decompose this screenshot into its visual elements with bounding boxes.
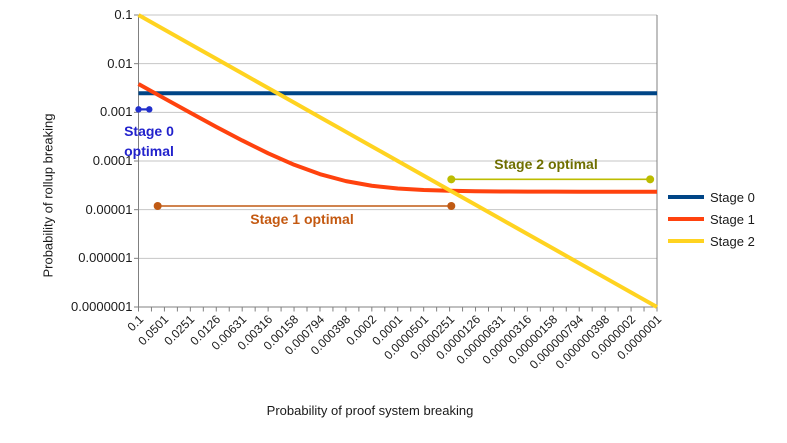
legend-item-stage1: Stage 1	[668, 208, 755, 230]
y-tick-label: 0.000001	[78, 250, 133, 266]
stage2-legend-label: Stage 2	[710, 233, 755, 249]
annotation-stage0-optimal-label: Stage 0 optimal	[110, 121, 188, 161]
annotation-stage0-line2: optimal	[124, 143, 174, 159]
annotation-1-end-dot	[447, 201, 456, 210]
annotation-2-end-dot	[646, 175, 655, 184]
legend-item-stage2: Stage 2	[668, 230, 755, 252]
annotation-stage2-optimal-label: Stage 2 optimal	[494, 156, 598, 172]
legend-item-stage0: Stage 0	[668, 186, 755, 208]
stage1-legend-swatch	[668, 217, 704, 221]
legend: Stage 0 Stage 1 Stage 2	[668, 186, 755, 252]
stage0-legend-label: Stage 0	[710, 189, 755, 205]
annotation-0-end-dot	[146, 106, 153, 113]
annotation-2-start-dot	[447, 175, 456, 184]
stage0-legend-swatch	[668, 195, 704, 199]
annotation-1-start-dot	[153, 201, 162, 210]
stage-1-line	[137, 82, 657, 194]
annotation-stage1-optimal-label: Stage 1 optimal	[250, 211, 354, 227]
y-tick-label: 0.0000001	[71, 299, 133, 314]
annotation-0-start-dot	[135, 106, 142, 113]
y-tick-label: 0.001	[99, 104, 133, 120]
y-tick-label: 0.00001	[85, 201, 133, 217]
stage2-legend-swatch	[668, 239, 704, 243]
y-tick-label: 0.1	[114, 7, 133, 22]
y-tick-label: 0.01	[107, 55, 133, 71]
stage1-legend-label: Stage 1	[710, 211, 755, 227]
stage-2-line	[137, 13, 658, 309]
x-axis-title: Probability of proof system breaking	[266, 403, 474, 418]
annotation-stage0-line1: Stage 0	[124, 123, 174, 139]
y-tick-label: 0.0001	[92, 153, 133, 168]
